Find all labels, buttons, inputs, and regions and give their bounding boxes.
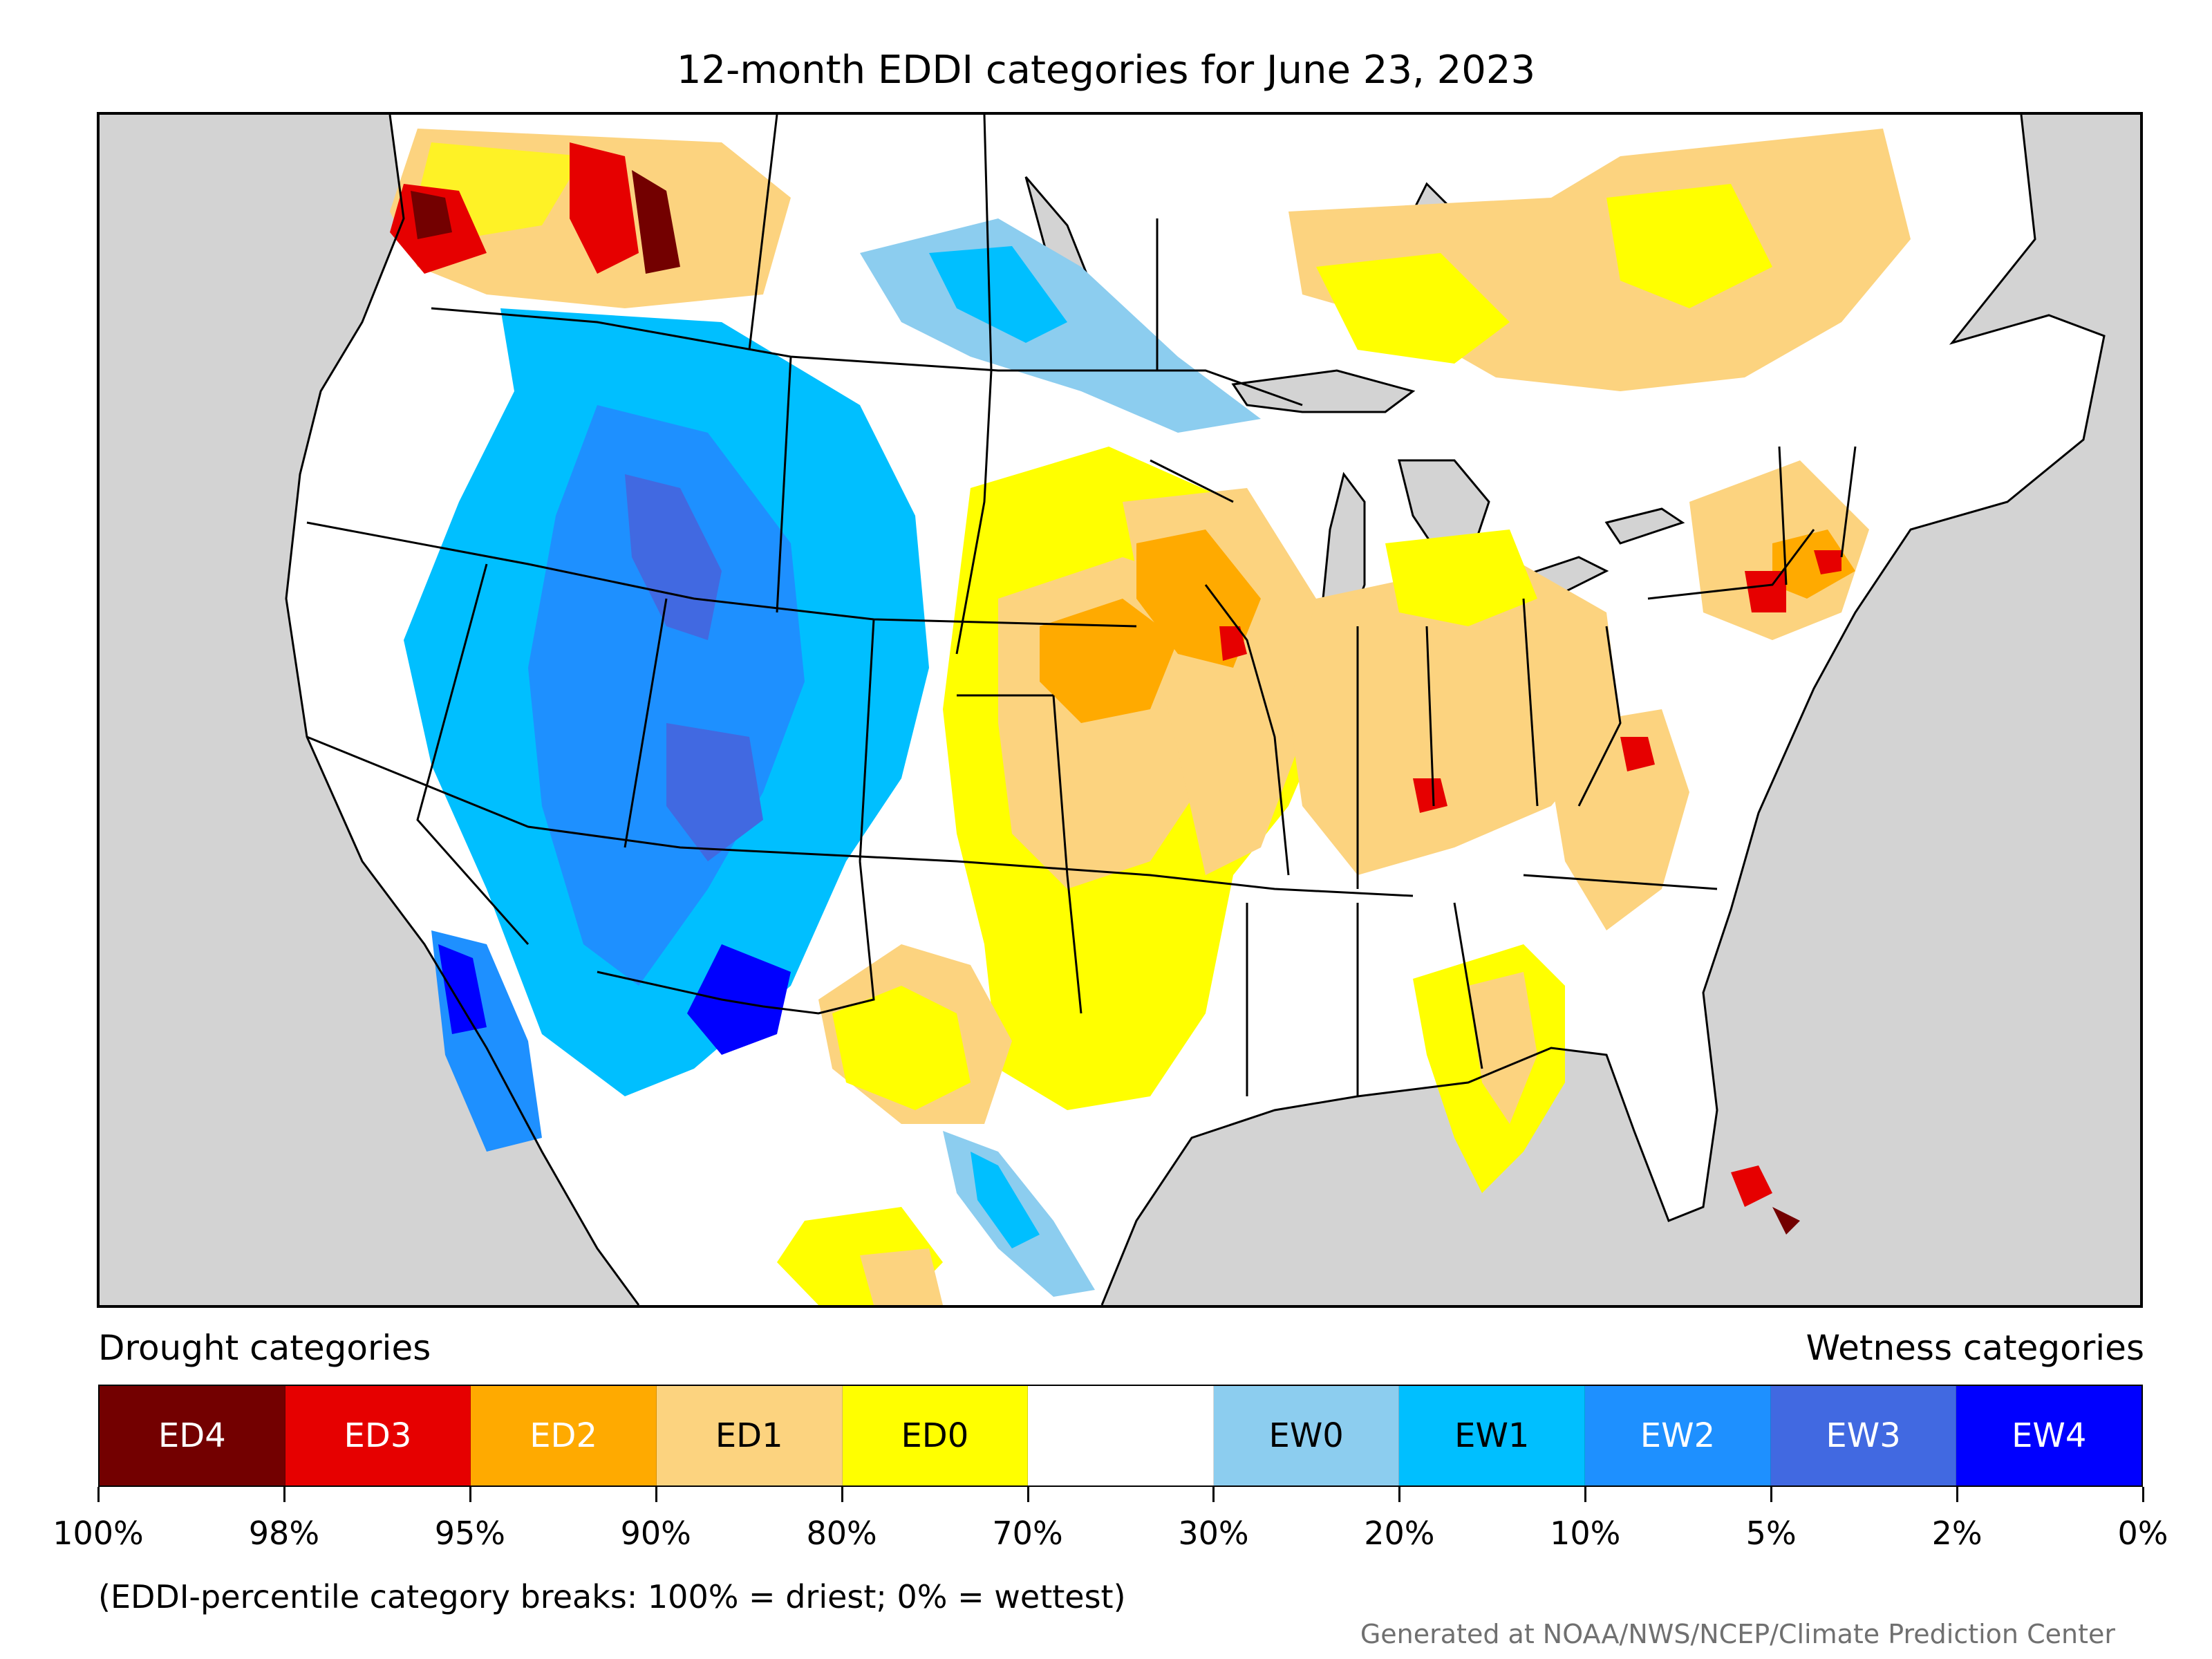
category-ed4: ED4: [100, 1386, 285, 1485]
category-ew2: EW2: [1585, 1386, 1771, 1485]
map-canvas: [285, 115, 2106, 1305]
tick-label: 2%: [1931, 1515, 1983, 1552]
colorbar-tick: [1956, 1487, 1959, 1502]
footnote: (EDDI-percentile category breaks: 100% =…: [98, 1578, 1126, 1615]
tick-label: 90%: [620, 1515, 691, 1552]
eddi-map: [97, 112, 2143, 1308]
colorbar-tick: [1027, 1487, 1029, 1502]
drought-categories-heading: Drought categories: [98, 1328, 431, 1368]
category-normal: [1028, 1386, 1214, 1485]
map-title: 12-month EDDI categories for June 23, 20…: [676, 48, 1536, 93]
colorbar-tick: [97, 1487, 100, 1502]
tick-label: 30%: [1178, 1515, 1249, 1552]
category-ew1: EW1: [1399, 1386, 1586, 1485]
colorbar-ticks: [97, 1487, 2144, 1508]
category-ed1: ED1: [656, 1386, 843, 1485]
tick-label: 5%: [1745, 1515, 1797, 1552]
tick-label: 70%: [992, 1515, 1063, 1552]
category-ew0: EW0: [1213, 1386, 1400, 1485]
tick-label: 98%: [248, 1515, 320, 1552]
tick-label: 95%: [434, 1515, 505, 1552]
colorbar-tick: [1584, 1487, 1587, 1502]
category-ew4: EW4: [1956, 1386, 2142, 1485]
anomaly-patches: [390, 129, 1911, 1305]
colorbar-tick: [2142, 1487, 2144, 1502]
wetness-categories-heading: Wetness categories: [1806, 1328, 2144, 1368]
tick-label: 0%: [2117, 1515, 2168, 1552]
tick-label: 80%: [806, 1515, 877, 1552]
tick-label: 100%: [53, 1515, 144, 1552]
category-colorbar: ED4 ED3 ED2 ED1 ED0 EW0 EW1 EW2 EW3 EW4: [98, 1385, 2143, 1487]
category-ed2: ED2: [471, 1386, 657, 1485]
colorbar-tick: [655, 1487, 657, 1502]
colorbar-tick: [469, 1487, 471, 1502]
category-ed0: ED0: [842, 1386, 1029, 1485]
category-ew3: EW3: [1770, 1386, 1957, 1485]
colorbar-tick: [841, 1487, 843, 1502]
category-ed3: ED3: [285, 1386, 471, 1485]
colorbar-tick: [1398, 1487, 1401, 1502]
colorbar-tick: [283, 1487, 285, 1502]
tick-label: 20%: [1364, 1515, 1435, 1552]
colorbar-tick: [1770, 1487, 1773, 1502]
colorbar-tick: [1212, 1487, 1215, 1502]
tick-label: 10%: [1550, 1515, 1621, 1552]
boundary-lines: [285, 115, 2106, 1305]
credit-line: Generated at NOAA/NWS/NCEP/Climate Predi…: [1360, 1619, 2115, 1649]
